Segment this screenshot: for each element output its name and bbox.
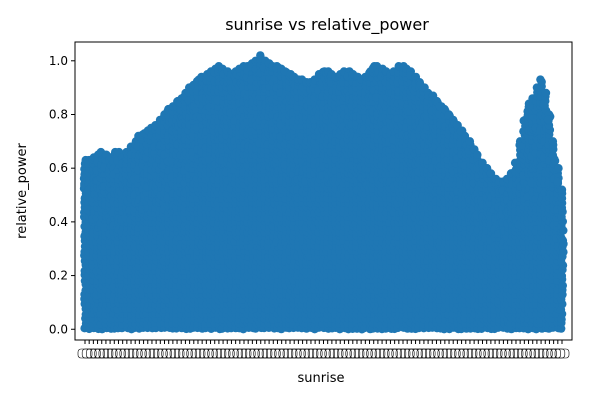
chart-title: sunrise vs relative_power [225, 15, 429, 35]
data-points [79, 51, 568, 334]
data-point-252 [100, 223, 110, 232]
